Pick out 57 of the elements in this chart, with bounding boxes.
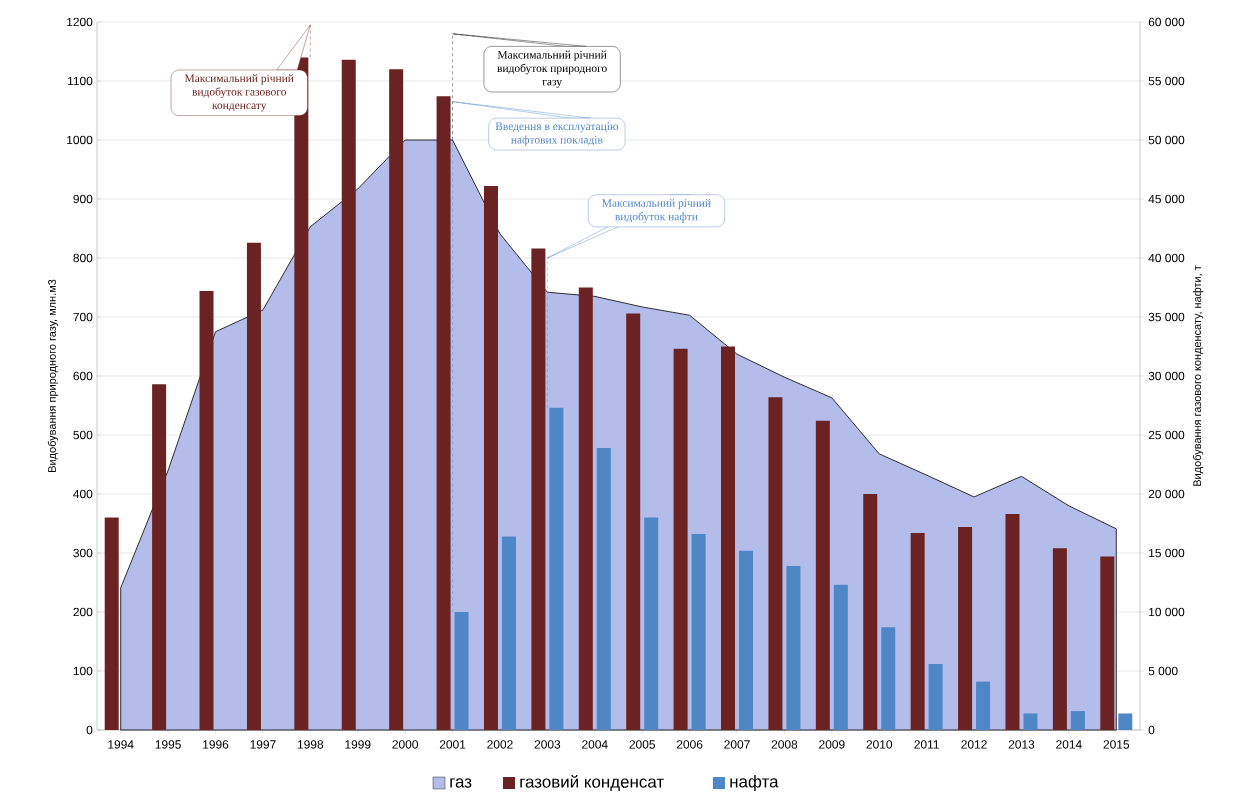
x-tick-label: 2013	[1008, 740, 1035, 749]
y-axis-title: Видобування природного газу, млн.м3	[47, 279, 59, 472]
y-tick-label: 300	[73, 548, 93, 558]
y2-tick-label: 60 000	[1148, 17, 1185, 27]
x-tick-label: 2011	[914, 740, 939, 749]
y-tick-label: 700	[73, 312, 93, 322]
legend-label: газ	[450, 778, 472, 788]
x-tick-label: 2015	[1103, 740, 1130, 749]
y2-tick-label: 20 000	[1148, 489, 1185, 499]
legend-label: газовий конденсат	[520, 775, 664, 791]
y2-tick-label: 10 000	[1149, 607, 1185, 617]
x-tick-label: 2007	[724, 740, 750, 749]
y2-tick-label: 5 000	[1148, 666, 1178, 676]
y2-tick-label: 50 000	[1148, 135, 1185, 145]
y-tick-label: 1100	[68, 76, 93, 86]
y-tick-label: 800	[73, 253, 93, 263]
legend-label: нафта	[730, 775, 779, 791]
x-tick-label: 2003	[534, 740, 561, 749]
x-tick-label: 2000	[392, 740, 418, 749]
x-tick-label: 2005	[629, 740, 655, 749]
y-tick-label: 100	[73, 666, 93, 676]
x-tick-label: 2014	[1056, 740, 1082, 749]
y-tick-label: 600	[73, 371, 93, 381]
x-tick-label: 1994	[108, 740, 134, 749]
x-tick-label: 1996	[203, 740, 229, 749]
x-tick-label: 1997	[250, 740, 276, 749]
x-tick-label: 2006	[676, 740, 703, 749]
x-tick-label: 1995	[155, 740, 181, 749]
y-tick-label: 900	[73, 194, 93, 204]
x-tick-label: 1999	[345, 740, 371, 749]
y2-tick-label: 25 000	[1148, 430, 1185, 440]
annotation: Максимальний річний видобуток природного газу	[497, 50, 607, 88]
y2-tick-label: 45 000	[1148, 194, 1185, 204]
x-tick-label: 2001	[439, 740, 466, 749]
annotation: Введення в експлуатацію нафтових покладів	[495, 122, 619, 146]
x-tick-label: 2008	[771, 740, 798, 749]
annotation: Максимальний річний видобуток нафти	[602, 198, 711, 223]
x-tick-label: 2012	[961, 740, 987, 749]
y2-axis-title: Видобування газового конденсату, нафти, т	[1192, 265, 1204, 486]
x-tick-label: 2002	[487, 740, 513, 749]
x-tick-label: 2004	[582, 740, 608, 749]
annotation: Максимальний річний видобуток газового конденсату	[184, 74, 294, 112]
y2-tick-label: 55 000	[1148, 76, 1185, 86]
y-tick-label: 1200	[67, 17, 93, 27]
y-tick-label: 400	[73, 489, 93, 499]
y2-tick-label: 0	[1148, 725, 1155, 735]
x-tick-label: 2009	[819, 740, 845, 749]
y-tick-label: 0	[86, 725, 93, 735]
y-tick-label: 200	[73, 607, 93, 617]
y2-tick-label: 15 000	[1149, 548, 1185, 558]
x-tick-label: 1998	[297, 740, 324, 749]
x-tick-label: 2010	[866, 740, 893, 749]
y2-tick-label: 35 000	[1148, 312, 1185, 322]
y2-tick-label: 40 000	[1148, 253, 1185, 263]
y-tick-label: 1000	[67, 135, 93, 145]
y2-tick-label: 30 000	[1148, 371, 1185, 381]
y-tick-label: 500	[73, 430, 93, 440]
